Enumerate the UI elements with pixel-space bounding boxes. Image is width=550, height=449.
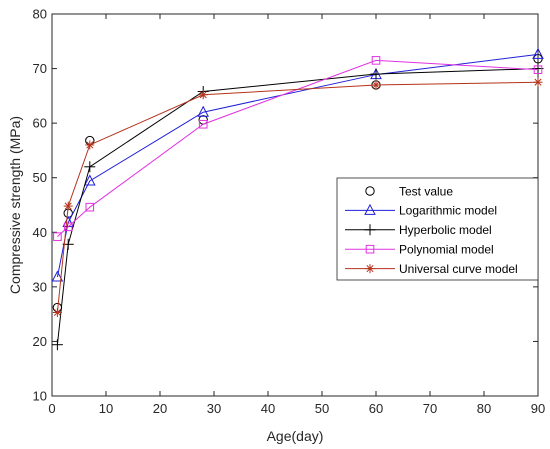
legend: Test value Logarithmic model Hyperbolic mo…: [336, 177, 539, 281]
data-point-hyperbolic-model: [370, 68, 382, 80]
legend-entry-polynomial-model: Polynomial model: [345, 243, 494, 257]
y-axis-label: Compressive strength (MPa): [7, 116, 23, 294]
data-point-universal-curve-model: [198, 90, 208, 100]
data-point-polynomial-model: [63, 222, 73, 232]
x-tick-label: 20: [153, 401, 167, 416]
y-tick-label: 80: [33, 7, 47, 22]
y-tick-label: 10: [33, 389, 47, 404]
series-layer: [51, 47, 544, 351]
legend-marker-universal-curve-model: [365, 264, 375, 274]
y-tick-label: 50: [33, 170, 47, 185]
y-tick-label: 70: [33, 61, 47, 76]
data-point-universal-curve-model: [85, 140, 95, 150]
x-tick-label: 0: [48, 401, 55, 416]
data-point-universal-curve-model: [533, 77, 543, 87]
x-tick-label: 90: [531, 401, 545, 416]
x-tick-label: 80: [477, 401, 491, 416]
data-point-logarithmic-model: [532, 47, 544, 59]
data-point-polynomial-model: [198, 119, 208, 129]
data-point-universal-curve-model: [63, 201, 73, 211]
legend-marker-logarithmic-model: [364, 203, 376, 215]
data-point-polynomial-model: [53, 232, 62, 241]
legend-label-polynomial-model: Polynomial model: [399, 243, 494, 257]
legend-entry-hyperbolic-model: Hyperbolic model: [345, 223, 492, 237]
data-point-polynomial-model: [371, 56, 381, 65]
data-point-universal-curve-model: [52, 308, 62, 318]
x-tick-label: 50: [315, 401, 329, 416]
series-hyperbolic-model: [51, 63, 544, 351]
legend-label-logarithmic-model: Logarithmic model: [399, 204, 497, 218]
legend-entry-logarithmic-model: Logarithmic model: [345, 204, 497, 218]
y-tick-label: 30: [33, 279, 47, 294]
series-universal-curve-model: [52, 77, 543, 318]
data-point-logarithmic-model: [83, 174, 96, 186]
y-tick-label: 40: [33, 225, 47, 240]
legend-entry-universal-curve-model: Universal curve model: [345, 262, 518, 276]
series-line-hyperbolic-model: [56, 68, 539, 345]
data-point-hyperbolic-model: [51, 339, 63, 351]
y-tick-label: 20: [33, 334, 47, 349]
legend-marker-polynomial-model: [365, 244, 375, 254]
legend-entry-test-value: Test value: [365, 184, 453, 198]
legend-label-universal-curve-model: Universal curve model: [399, 262, 518, 276]
legend-marker-test-value: [365, 186, 375, 196]
series-line-universal-curve-model: [56, 81, 539, 313]
x-tick-label: 70: [423, 401, 437, 416]
data-point-hyperbolic-model: [84, 161, 96, 173]
series-line-logarithmic-model: [56, 53, 539, 278]
data-point-universal-curve-model: [371, 80, 381, 90]
x-tick-label: 60: [369, 401, 383, 416]
legend-label-test-value: Test value: [399, 184, 453, 198]
data-point-polynomial-model: [533, 65, 543, 74]
x-tick-label: 30: [207, 401, 221, 416]
y-tick-label: 60: [33, 116, 47, 131]
data-point-logarithmic-model: [197, 105, 210, 117]
data-point-logarithmic-model: [51, 270, 64, 282]
legend-label-hyperbolic-model: Hyperbolic model: [399, 223, 492, 237]
x-axis-label: Age(day): [267, 428, 324, 444]
x-tick-label: 10: [99, 401, 113, 416]
x-tick-label: 40: [261, 401, 275, 416]
data-point-polynomial-model: [85, 202, 95, 212]
legend-marker-hyperbolic-model: [364, 224, 376, 236]
